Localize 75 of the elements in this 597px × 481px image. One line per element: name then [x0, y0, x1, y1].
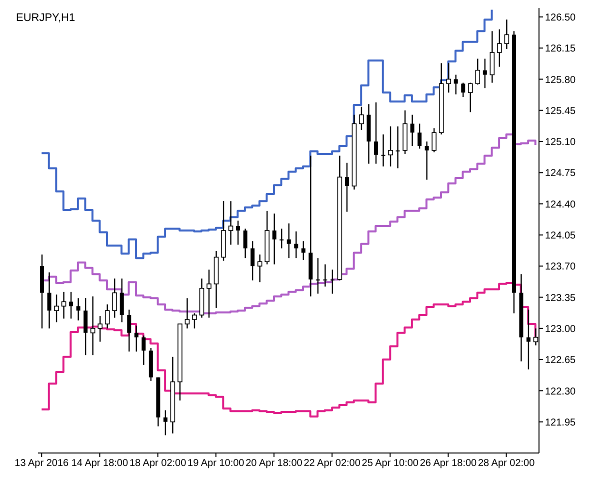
candlestick [236, 220, 240, 246]
candlestick [163, 410, 168, 436]
y-tick-label: 126.50 [545, 12, 576, 24]
candlestick [206, 269, 212, 318]
candlestick [454, 74, 458, 95]
candlestick [323, 264, 328, 288]
y-tick-label: 123.35 [545, 292, 576, 304]
candlestick [61, 291, 66, 320]
candlestick [410, 114, 414, 147]
candlestick [286, 222, 291, 259]
candlestick [104, 304, 110, 329]
x-tick-label: 19 Apr 10:00 [188, 458, 245, 470]
candlestick [90, 296, 96, 356]
candlestick [280, 228, 284, 249]
candlestick [482, 58, 487, 89]
y-tick-label: 125.45 [545, 106, 576, 117]
candlestick [257, 254, 262, 283]
candlestick [490, 30, 495, 84]
candlestick [359, 106, 364, 131]
x-tick-label: 20 Apr 18:00 [246, 458, 303, 470]
x-tick-label: 26 Apr 18:00 [420, 458, 478, 470]
candlestick [330, 269, 334, 294]
y-tick-label: 126.15 [545, 44, 576, 55]
candlestick [84, 298, 88, 356]
y-tick-label: 125.80 [545, 74, 576, 86]
candlestick [112, 278, 118, 318]
y-tick-label: 125.10 [545, 137, 576, 148]
y-tick-label: 124.05 [545, 230, 576, 242]
y-tick-label: 121.95 [545, 417, 576, 428]
candlestick [301, 240, 306, 260]
candlestick [388, 126, 393, 168]
chart-title: EURJPY,H1 [16, 12, 76, 24]
x-tick-label: 13 Apr 2016 [14, 458, 70, 470]
y-tick-label: 123.00 [545, 324, 576, 335]
x-tick-label: 14 Apr 18:00 [71, 458, 129, 470]
candlestick [381, 134, 386, 168]
candlestick [184, 298, 190, 329]
y-tick-label: 122.65 [545, 355, 576, 366]
candlestick [316, 257, 320, 294]
candlestick [250, 240, 255, 281]
candlestick [47, 272, 52, 329]
candlestick [98, 315, 102, 342]
candlestick [418, 123, 422, 150]
candlestick [424, 140, 429, 180]
x-tick-label: 28 Apr 02:00 [478, 458, 536, 470]
candlestick [446, 62, 452, 94]
candlestick [504, 18, 510, 50]
y-tick-label: 124.40 [545, 199, 576, 210]
candlestick [344, 162, 349, 212]
candlestick [76, 298, 80, 321]
candlestick [468, 82, 473, 113]
candlestick [396, 126, 400, 169]
candlestick [432, 128, 436, 153]
x-tick-label: 18 Apr 02:00 [129, 458, 187, 470]
candlestick [127, 309, 132, 352]
candlestick [475, 58, 480, 86]
y-tick-label: 122.30 [545, 386, 576, 398]
candlestick [69, 291, 74, 320]
y-tick-label: 123.70 [545, 262, 576, 273]
candlestick [526, 309, 530, 370]
candlestick [374, 102, 378, 164]
candlestick [461, 82, 466, 98]
y-tick-label: 124.75 [545, 168, 576, 180]
candlestick [142, 334, 146, 366]
x-tick-label: 25 Apr 10:00 [362, 458, 419, 470]
candlestick [243, 228, 248, 259]
x-tick-label: 22 Apr 02:00 [304, 458, 361, 470]
candlestick [54, 294, 59, 323]
candlestick [134, 325, 138, 352]
candlestick [272, 212, 276, 265]
candlestick [120, 278, 124, 323]
candlestick [294, 230, 298, 259]
candlestick [192, 312, 197, 329]
candlestick [228, 200, 234, 246]
candlestick [497, 28, 502, 68]
